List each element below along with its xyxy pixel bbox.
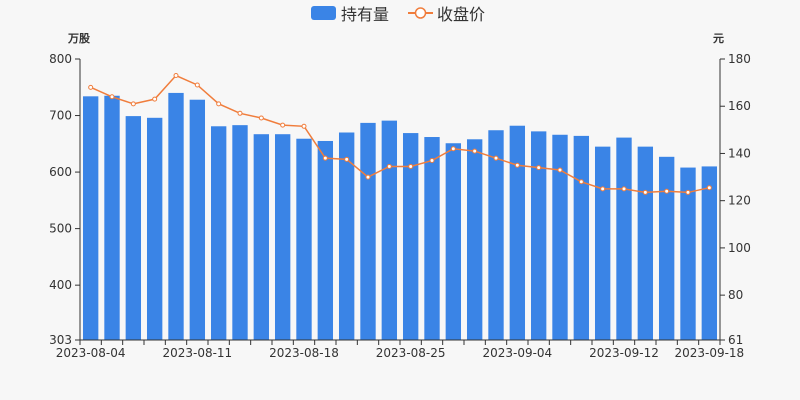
bar-2023-09-06: [552, 134, 568, 340]
price-point-2023-08-25: [408, 163, 414, 169]
bar-2023-08-16: [253, 134, 270, 340]
right-tick-label: 80: [728, 288, 743, 302]
legend-label-holding: 持有量: [341, 5, 389, 24]
right-tick-label: 160: [728, 99, 751, 113]
price-point-2023-09-05: [536, 165, 542, 171]
x-tick-label: 2023-09-18: [674, 346, 744, 360]
price-point-2023-08-08: [130, 101, 136, 107]
bar-2023-09-05: [530, 131, 547, 340]
bar-2023-08-28: [424, 137, 440, 340]
price-point-2023-08-29: [450, 146, 456, 152]
price-point-2023-08-21: [322, 155, 328, 161]
bar-2023-09-08: [594, 146, 611, 340]
left-tick-label: 400: [49, 278, 72, 292]
legend-item-price[interactable]: 收盘价: [408, 5, 485, 24]
left-axis-unit: 万股: [67, 32, 91, 45]
x-tick-label: 2023-08-18: [269, 346, 339, 360]
price-point-2023-08-11: [194, 82, 200, 88]
x-tick-label: 2023-08-04: [56, 346, 126, 360]
bar-2023-08-04: [82, 96, 99, 340]
bar-2023-08-08: [125, 116, 142, 340]
price-point-2023-08-17: [280, 122, 286, 128]
price-point-2023-09-08: [600, 186, 606, 192]
price-point-2023-08-23: [365, 174, 371, 180]
bar-2023-08-10: [168, 92, 184, 340]
legend-item-holding[interactable]: 持有量: [311, 5, 389, 24]
price-point-2023-08-28: [429, 158, 435, 164]
bar-2023-08-11: [189, 99, 206, 341]
bar-2023-08-23: [360, 122, 376, 340]
bar-2023-08-21: [317, 140, 334, 340]
bar-2023-08-29: [445, 143, 462, 340]
bar-2023-09-12: [616, 137, 632, 340]
legend[interactable]: 持有量 收盘价: [311, 5, 485, 24]
bar-2023-09-15: [680, 167, 696, 340]
price-point-2023-08-31: [493, 155, 499, 161]
legend-label-price: 收盘价: [437, 5, 485, 24]
price-point-2023-08-15: [237, 110, 243, 116]
legend-bar-swatch: [311, 6, 336, 20]
price-point-2023-08-09: [152, 96, 158, 102]
price-point-2023-09-12: [621, 186, 627, 192]
price-point-2023-09-14: [664, 188, 670, 194]
bar-2023-09-04: [509, 125, 526, 340]
bar-2023-08-30: [466, 139, 483, 340]
right-axis-unit: 元: [713, 32, 724, 45]
bar-2023-08-14: [210, 126, 227, 340]
right-tick-label: 61: [728, 333, 743, 347]
price-line: [90, 74, 710, 194]
bar-2023-09-13: [637, 146, 654, 340]
bar-2023-08-22: [338, 132, 355, 340]
price-point-2023-08-07: [109, 94, 115, 100]
price-point-2023-09-06: [557, 167, 563, 173]
right-tick-label: 100: [728, 241, 751, 255]
x-tick-label: 2023-09-12: [589, 346, 659, 360]
price-point-2023-08-04: [88, 84, 94, 90]
price-point-2023-08-24: [386, 163, 392, 169]
price-point-2023-08-18: [301, 123, 307, 129]
price-point-2023-09-07: [578, 179, 584, 185]
price-point-2023-09-15: [685, 189, 691, 195]
bar-2023-08-17: [274, 134, 291, 340]
price-point-2023-09-18: [706, 185, 712, 191]
price-point-2023-08-30: [472, 148, 478, 154]
legend-line-marker: [414, 7, 427, 19]
bar-2023-09-18: [701, 166, 718, 340]
right-tick-label: 180: [728, 52, 751, 66]
right-tick-label: 120: [728, 194, 751, 208]
bar-2023-08-15: [232, 125, 248, 341]
x-tick-label: 2023-09-04: [482, 346, 552, 360]
bar-2023-09-07: [573, 135, 590, 340]
left-tick-label: 800: [49, 52, 72, 66]
bar-2023-08-24: [381, 120, 398, 340]
left-tick-label: 500: [49, 222, 72, 236]
price-point-2023-09-13: [642, 189, 648, 195]
left-tick-label: 303: [49, 333, 72, 347]
price-point-2023-08-14: [216, 101, 222, 107]
axes: 303 400 500 600 700 800 61 80 100 120 140 160 180 202…: [49, 52, 751, 360]
bar-2023-08-07: [104, 95, 120, 340]
left-tick-label: 600: [49, 165, 72, 179]
price-point-2023-08-16: [258, 115, 264, 121]
bar-2023-08-09: [146, 117, 163, 340]
left-tick-label: 700: [49, 109, 72, 123]
right-tick-label: 140: [728, 146, 751, 160]
price-point-2023-08-10: [173, 73, 179, 79]
bar-2023-09-14: [658, 156, 675, 340]
bar-2023-08-25: [402, 133, 419, 340]
price-point-2023-08-22: [344, 156, 350, 162]
bar-2023-08-18: [296, 138, 312, 340]
x-tick-label: 2023-08-11: [162, 346, 232, 360]
line-series: [88, 73, 712, 195]
x-tick-label: 2023-08-25: [376, 346, 446, 360]
bar-2023-08-31: [488, 130, 504, 340]
bar-series: [82, 92, 718, 341]
price-point-2023-09-04: [514, 162, 520, 168]
